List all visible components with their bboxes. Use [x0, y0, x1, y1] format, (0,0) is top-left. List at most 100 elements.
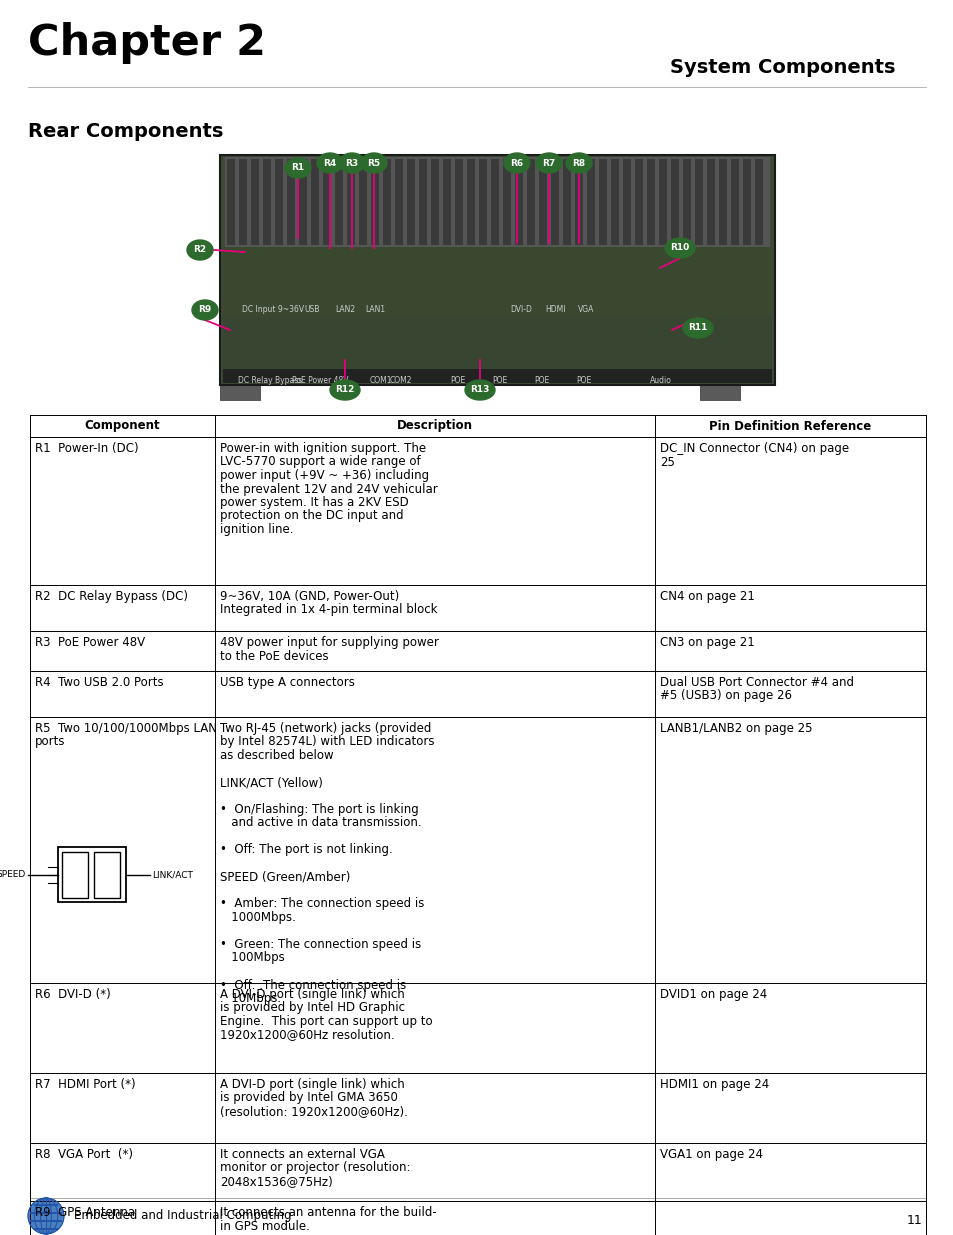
Text: It connects an external VGA: It connects an external VGA	[220, 1149, 384, 1161]
Text: HDMI: HDMI	[544, 305, 565, 314]
Ellipse shape	[360, 153, 387, 173]
Text: R7: R7	[542, 158, 555, 168]
Text: VGA: VGA	[578, 305, 594, 314]
Bar	[551, 159, 558, 245]
Text: COM1: COM1	[370, 375, 392, 385]
Text: Two RJ-45 (network) jacks (provided: Two RJ-45 (network) jacks (provided	[220, 722, 431, 735]
Text: R4  Two USB 2.0 Ports: R4 Two USB 2.0 Ports	[35, 676, 164, 689]
Bar	[30, 1212, 62, 1214]
Text: R12: R12	[335, 385, 355, 394]
Bar	[742, 159, 750, 245]
Bar	[223, 317, 771, 380]
FancyBboxPatch shape	[220, 156, 774, 385]
Ellipse shape	[565, 153, 592, 173]
Text: LAN1: LAN1	[365, 305, 385, 314]
Bar	[455, 159, 462, 245]
Ellipse shape	[536, 153, 561, 173]
Text: as described below: as described below	[220, 748, 334, 762]
Bar	[700, 385, 740, 400]
Text: A DVI-D port (single link) which: A DVI-D port (single link) which	[220, 1078, 404, 1091]
Bar	[395, 159, 402, 245]
Text: R3  PoE Power 48V: R3 PoE Power 48V	[35, 636, 145, 650]
Bar	[526, 159, 535, 245]
Bar	[223, 369, 771, 383]
Text: power input (+9V ~ +36) including: power input (+9V ~ +36) including	[220, 469, 429, 482]
Bar	[730, 159, 739, 245]
Text: ignition line.: ignition line.	[220, 522, 294, 536]
Text: Embedded and Industrial Computing: Embedded and Industrial Computing	[74, 1209, 292, 1223]
Ellipse shape	[187, 240, 213, 261]
Ellipse shape	[464, 380, 495, 400]
Bar	[598, 159, 606, 245]
Text: R9  GPS Antenna: R9 GPS Antenna	[35, 1207, 135, 1219]
Text: CN3 on page 21: CN3 on page 21	[659, 636, 754, 650]
Bar	[34, 1228, 58, 1230]
Text: USB: USB	[304, 305, 319, 314]
Ellipse shape	[503, 153, 530, 173]
Text: Engine.  This port can support up to: Engine. This port can support up to	[220, 1015, 432, 1028]
Bar	[274, 159, 283, 245]
Bar	[706, 159, 714, 245]
Bar	[467, 159, 475, 245]
Text: R10: R10	[670, 243, 689, 252]
Text: Power-in with ignition support. The: Power-in with ignition support. The	[220, 442, 426, 454]
Ellipse shape	[316, 153, 343, 173]
Text: 11: 11	[905, 1214, 921, 1226]
Text: •  Off: The port is not linking.: • Off: The port is not linking.	[220, 844, 393, 857]
Bar	[515, 159, 522, 245]
Bar	[371, 159, 378, 245]
Text: System Components: System Components	[669, 58, 895, 77]
Text: DC_IN Connector (CN4) on page: DC_IN Connector (CN4) on page	[659, 442, 848, 454]
Text: A DVI-D port (single link) which: A DVI-D port (single link) which	[220, 988, 404, 1002]
Text: R9: R9	[198, 305, 212, 315]
Text: R1  Power-In (DC): R1 Power-In (DC)	[35, 442, 138, 454]
Text: POE: POE	[534, 375, 549, 385]
Text: DC Relay Bypass: DC Relay Bypass	[237, 375, 302, 385]
Text: 25: 25	[659, 456, 674, 468]
Text: and active in data transmission.: and active in data transmission.	[220, 816, 421, 830]
Bar	[239, 159, 247, 245]
Text: is provided by Intel HD Graphic: is provided by Intel HD Graphic	[220, 1002, 405, 1014]
Text: LANB1/LANB2 on page 25: LANB1/LANB2 on page 25	[659, 722, 812, 735]
Text: POE: POE	[450, 375, 465, 385]
Bar	[323, 159, 331, 245]
Bar	[335, 159, 343, 245]
Text: the prevalent 12V and 24V vehicular: the prevalent 12V and 24V vehicular	[220, 483, 437, 495]
Text: 10Mbps.: 10Mbps.	[220, 992, 281, 1005]
Text: in GPS module.: in GPS module.	[220, 1219, 310, 1233]
Bar	[382, 159, 391, 245]
Bar	[287, 159, 294, 245]
Bar	[478, 159, 486, 245]
Text: DVI-D: DVI-D	[510, 305, 532, 314]
Bar	[311, 159, 318, 245]
Text: CN4 on page 21: CN4 on page 21	[659, 590, 754, 603]
Text: to the PoE devices: to the PoE devices	[220, 650, 328, 662]
Bar	[227, 159, 234, 245]
Text: R11: R11	[688, 324, 707, 332]
Text: It connects an antenna for the build-: It connects an antenna for the build-	[220, 1207, 436, 1219]
Text: R6  DVI-D (*): R6 DVI-D (*)	[35, 988, 111, 1002]
Text: LVC-5770 support a wide range of: LVC-5770 support a wide range of	[220, 456, 420, 468]
Bar	[251, 159, 258, 245]
Text: protection on the DC input and: protection on the DC input and	[220, 510, 403, 522]
Text: LINK/ACT: LINK/ACT	[152, 869, 193, 879]
Text: Component: Component	[85, 420, 160, 432]
Text: POE: POE	[576, 375, 591, 385]
Bar	[502, 159, 511, 245]
Text: 9~36V, 10A (GND, Power-Out): 9~36V, 10A (GND, Power-Out)	[220, 590, 399, 603]
Text: Description: Description	[396, 420, 473, 432]
Bar	[695, 159, 702, 245]
Text: HDMI1 on page 24: HDMI1 on page 24	[659, 1078, 768, 1091]
Text: PoE Power 48V: PoE Power 48V	[292, 375, 348, 385]
Bar	[298, 159, 307, 245]
Bar	[635, 159, 642, 245]
Bar	[622, 159, 630, 245]
Text: Rear Components: Rear Components	[28, 122, 223, 141]
Text: R13: R13	[470, 385, 489, 394]
Text: •  Amber: The connection speed is: • Amber: The connection speed is	[220, 898, 424, 910]
Text: R8  VGA Port  (*): R8 VGA Port (*)	[35, 1149, 132, 1161]
Text: R7  HDMI Port (*): R7 HDMI Port (*)	[35, 1078, 135, 1091]
Text: ports: ports	[35, 736, 66, 748]
Text: Chapter 2: Chapter 2	[28, 22, 266, 64]
Text: R8: R8	[572, 158, 585, 168]
